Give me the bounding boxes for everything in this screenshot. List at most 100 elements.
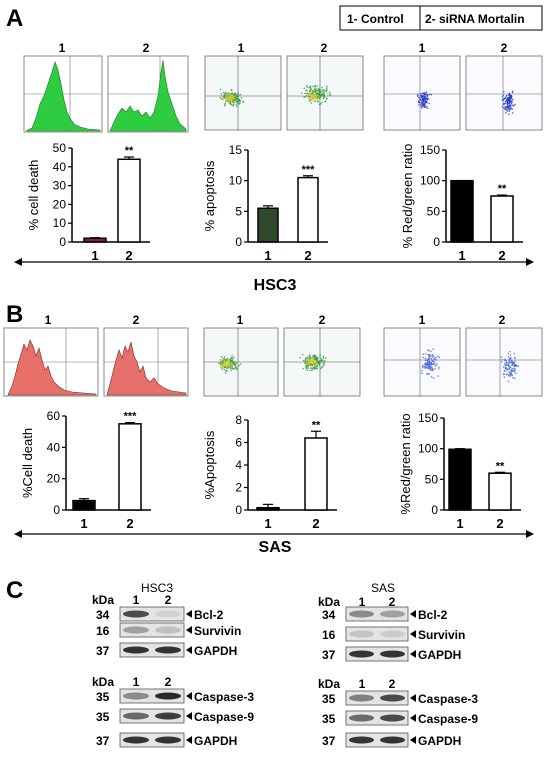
scatter-event — [314, 365, 317, 368]
scatter-event — [316, 85, 319, 87]
scatter-event — [503, 107, 505, 109]
blot-band — [123, 626, 149, 634]
scatter-event — [225, 99, 228, 102]
scatter-event — [234, 94, 237, 97]
scatter-event — [428, 93, 431, 96]
label-a-scat-1: 1 — [238, 41, 245, 55]
label-b-scat-1: 1 — [237, 313, 244, 327]
scatter-event — [313, 360, 316, 363]
band-arrow-icon — [186, 610, 192, 618]
cell-line-label-sas: SAS — [259, 539, 292, 556]
scatter-event — [507, 105, 510, 108]
scatter-event — [239, 363, 242, 365]
scatter-event — [233, 364, 235, 366]
scatter-event — [233, 356, 235, 359]
scatter-event — [228, 365, 231, 367]
scatter-event — [427, 360, 429, 363]
band-arrow-icon — [410, 694, 416, 702]
scatter-event — [307, 365, 309, 367]
legend-sirna: 2- siRNA Mortalin — [425, 12, 525, 26]
scatter-event — [230, 369, 232, 372]
protein-label: Caspase-9 — [194, 710, 254, 724]
scatter-event — [425, 353, 427, 355]
scatter-event — [431, 356, 434, 358]
scatter-event — [511, 363, 514, 366]
scatter-event — [436, 363, 438, 366]
scatter-event — [312, 354, 314, 357]
lane-label: 2 — [165, 593, 172, 607]
x-tick-label: 2 — [125, 248, 132, 263]
scatter-event — [320, 103, 322, 105]
scatter-event — [435, 359, 438, 361]
scatter-event — [223, 360, 225, 363]
scatter-event — [308, 100, 311, 102]
kda-value: 35 — [96, 690, 110, 704]
scatter-event — [420, 94, 423, 97]
scatter-event — [231, 99, 234, 101]
scatter-event — [309, 96, 311, 99]
scatter-event — [417, 95, 419, 98]
kda-value: 37 — [96, 644, 110, 658]
scatter-event — [432, 377, 435, 380]
scatter-event — [235, 98, 238, 100]
scatter-event — [312, 362, 314, 365]
y-tick-label: 0 — [235, 235, 242, 249]
scatter-event — [233, 361, 236, 363]
scatter-event — [305, 367, 308, 370]
scatter-event — [420, 103, 423, 105]
scatter-event — [317, 356, 319, 359]
blot-band — [155, 646, 181, 654]
scatter-event — [230, 93, 233, 95]
scatter-event — [420, 101, 423, 104]
kda-value: 35 — [322, 692, 336, 706]
lane-label: 2 — [165, 675, 172, 689]
scatter-event — [221, 360, 224, 362]
y-axis-label: %Apoptosis — [202, 430, 217, 499]
scatter-event — [317, 96, 320, 99]
scatter-event — [423, 105, 426, 107]
scatter-event — [306, 359, 308, 362]
x-tick-label: 1 — [264, 516, 271, 531]
scatter-event — [315, 359, 317, 361]
scatter-event — [426, 105, 428, 108]
scatter-event — [306, 86, 309, 88]
x-tick-label: 1 — [91, 248, 98, 263]
scatter-event — [306, 358, 308, 360]
scatter-event — [508, 361, 510, 363]
scatter-event — [321, 358, 323, 361]
scatter-event — [427, 365, 430, 368]
scatter-event — [311, 361, 314, 363]
label-b-hist-2: 2 — [133, 313, 140, 327]
scatter-event — [312, 357, 315, 360]
blot-band — [349, 630, 374, 638]
scatter-event — [506, 101, 509, 104]
scatter-event — [420, 105, 423, 108]
scatter-event — [236, 105, 238, 107]
y-tick-label: 20 — [53, 197, 67, 211]
scatter-event — [311, 364, 314, 366]
scatter-event — [314, 84, 316, 87]
protein-label: GAPDH — [194, 734, 237, 748]
band-arrow-icon — [186, 692, 192, 700]
panel-label-b: B — [6, 301, 23, 328]
scatter-event — [425, 101, 428, 103]
scatter-event — [504, 102, 507, 105]
protein-label: Caspase-3 — [194, 690, 254, 704]
y-tick-label: 5 — [235, 204, 242, 218]
scatter-event — [506, 98, 509, 101]
scatter-event — [218, 362, 220, 365]
scatter-event — [502, 99, 505, 101]
lane-label: 1 — [133, 593, 140, 607]
scatter-event — [242, 100, 244, 102]
scatter-event — [434, 365, 437, 367]
scatter-event — [424, 99, 426, 101]
scatter-event — [322, 360, 324, 362]
scatter-event — [226, 98, 229, 100]
scatter-event — [510, 357, 512, 360]
label-a-scat-2: 2 — [321, 41, 328, 55]
scatter-event — [301, 353, 304, 356]
scatter-event — [310, 89, 313, 91]
scatter-event — [430, 364, 433, 366]
y-tick-label: 60 — [47, 409, 61, 423]
scatter-event — [313, 368, 315, 370]
